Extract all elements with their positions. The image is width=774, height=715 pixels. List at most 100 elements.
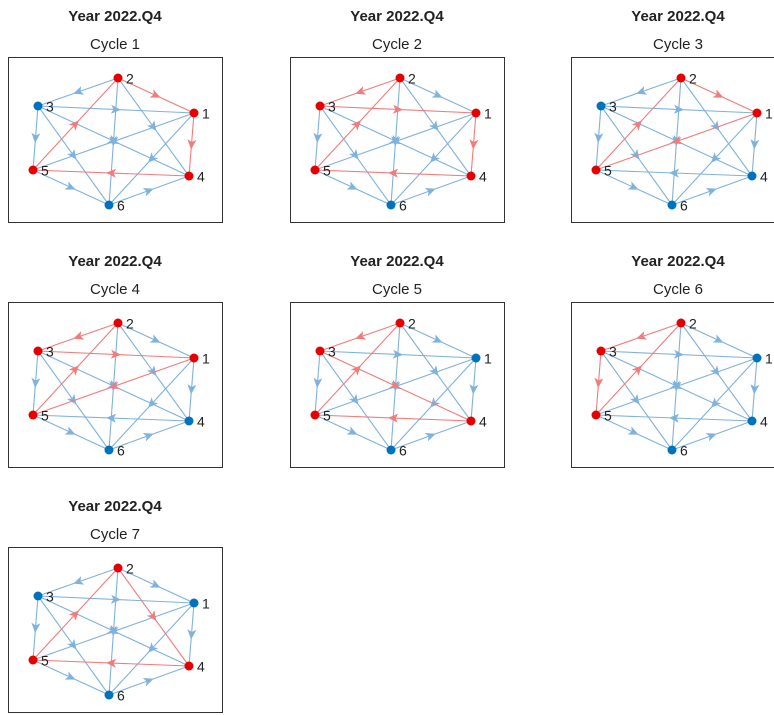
arrowhead (355, 331, 367, 340)
node-label: 4 (197, 414, 205, 430)
arrowhead (148, 642, 159, 653)
arrowhead (670, 379, 682, 389)
panel-subtitle: Cycle 3 (653, 36, 703, 53)
node-label: 6 (117, 443, 125, 459)
node-label: 1 (484, 351, 492, 367)
arrowhead (107, 624, 119, 634)
arrowhead (68, 365, 79, 376)
arrowhead (669, 168, 680, 178)
arrowhead (750, 139, 760, 150)
node-label: 4 (760, 169, 768, 185)
node (386, 445, 396, 455)
arrowhead (424, 432, 436, 442)
arrowhead (355, 86, 367, 95)
node-label: 5 (41, 408, 49, 424)
node-label: 2 (126, 316, 134, 332)
arrowhead (671, 135, 683, 145)
arrowhead (142, 432, 154, 442)
arrowhead (711, 152, 722, 163)
panel: Year 2022.Q4 Cycle 5 1 2 3 4 5 6 (290, 253, 505, 468)
node-label: 6 (680, 198, 688, 214)
arrowhead (149, 89, 161, 98)
arrowhead (107, 134, 119, 144)
node-label: 3 (609, 99, 617, 115)
panel: Year 2022.Q4 Cycle 2 1 2 3 4 5 6 (290, 8, 505, 223)
node-label: 2 (689, 71, 697, 87)
arrowhead (711, 397, 722, 408)
node-label: 5 (323, 408, 331, 424)
panel-subtitle: Cycle 1 (90, 36, 140, 53)
arrowhead (392, 349, 403, 359)
arrowhead (73, 86, 85, 95)
arrowhead (673, 349, 684, 359)
arrowhead (388, 168, 399, 178)
arrowhead (313, 132, 323, 143)
arrowhead (149, 334, 161, 343)
node-label: 1 (202, 106, 210, 122)
arrowhead (631, 120, 642, 131)
arrowhead (392, 104, 403, 114)
node (184, 171, 194, 181)
node (752, 108, 762, 118)
node-label: 2 (408, 71, 416, 87)
arrowhead (64, 426, 76, 435)
arrowhead (346, 181, 358, 190)
panel-title: Year 2022.Q4 (350, 253, 444, 270)
arrowhead (66, 148, 77, 160)
panel: Year 2022.Q4 Cycle 7 1 2 3 4 5 6 (8, 498, 223, 713)
arrowhead (142, 677, 154, 687)
node (104, 690, 114, 700)
node (28, 410, 38, 420)
node (591, 165, 601, 175)
node-label: 4 (197, 659, 205, 675)
node (747, 171, 757, 181)
node-label: 6 (117, 198, 125, 214)
arrowhead (424, 187, 436, 197)
node-label: 5 (604, 408, 612, 424)
node (189, 353, 199, 363)
arrowhead (187, 629, 197, 640)
plot-box (290, 302, 505, 468)
node (676, 318, 686, 328)
arrowhead (73, 576, 85, 585)
node (471, 353, 481, 363)
arrowhead (142, 187, 154, 197)
arrowhead (350, 120, 361, 131)
node (752, 353, 762, 363)
arrowhead (636, 86, 648, 95)
node (189, 598, 199, 608)
arrowhead (348, 393, 359, 405)
arrowhead (428, 365, 439, 377)
node-label: 3 (328, 344, 336, 360)
panel: Year 2022.Q4 Cycle 4 1 2 3 4 5 6 (8, 253, 223, 468)
arrowhead (66, 638, 77, 650)
node (395, 73, 405, 83)
arrowhead (68, 610, 79, 621)
node (104, 445, 114, 455)
arrowhead (31, 377, 41, 388)
arrowhead (148, 397, 159, 408)
node (466, 171, 476, 181)
arrowhead (110, 594, 121, 604)
node (315, 101, 325, 111)
node-label: 3 (609, 344, 617, 360)
node-label: 3 (46, 344, 54, 360)
arrowhead (64, 671, 76, 680)
node (113, 563, 123, 573)
arrowhead (389, 379, 401, 389)
arrowhead (313, 377, 323, 388)
node-label: 3 (328, 99, 336, 115)
arrowhead (146, 365, 157, 377)
node (315, 346, 325, 356)
node-label: 1 (765, 351, 773, 367)
arrowhead (430, 152, 441, 163)
arrowhead (149, 579, 161, 588)
arrowhead (31, 132, 41, 143)
node (310, 165, 320, 175)
arrowhead (106, 413, 117, 423)
node (395, 318, 405, 328)
plot-box (8, 547, 223, 713)
node (676, 73, 686, 83)
